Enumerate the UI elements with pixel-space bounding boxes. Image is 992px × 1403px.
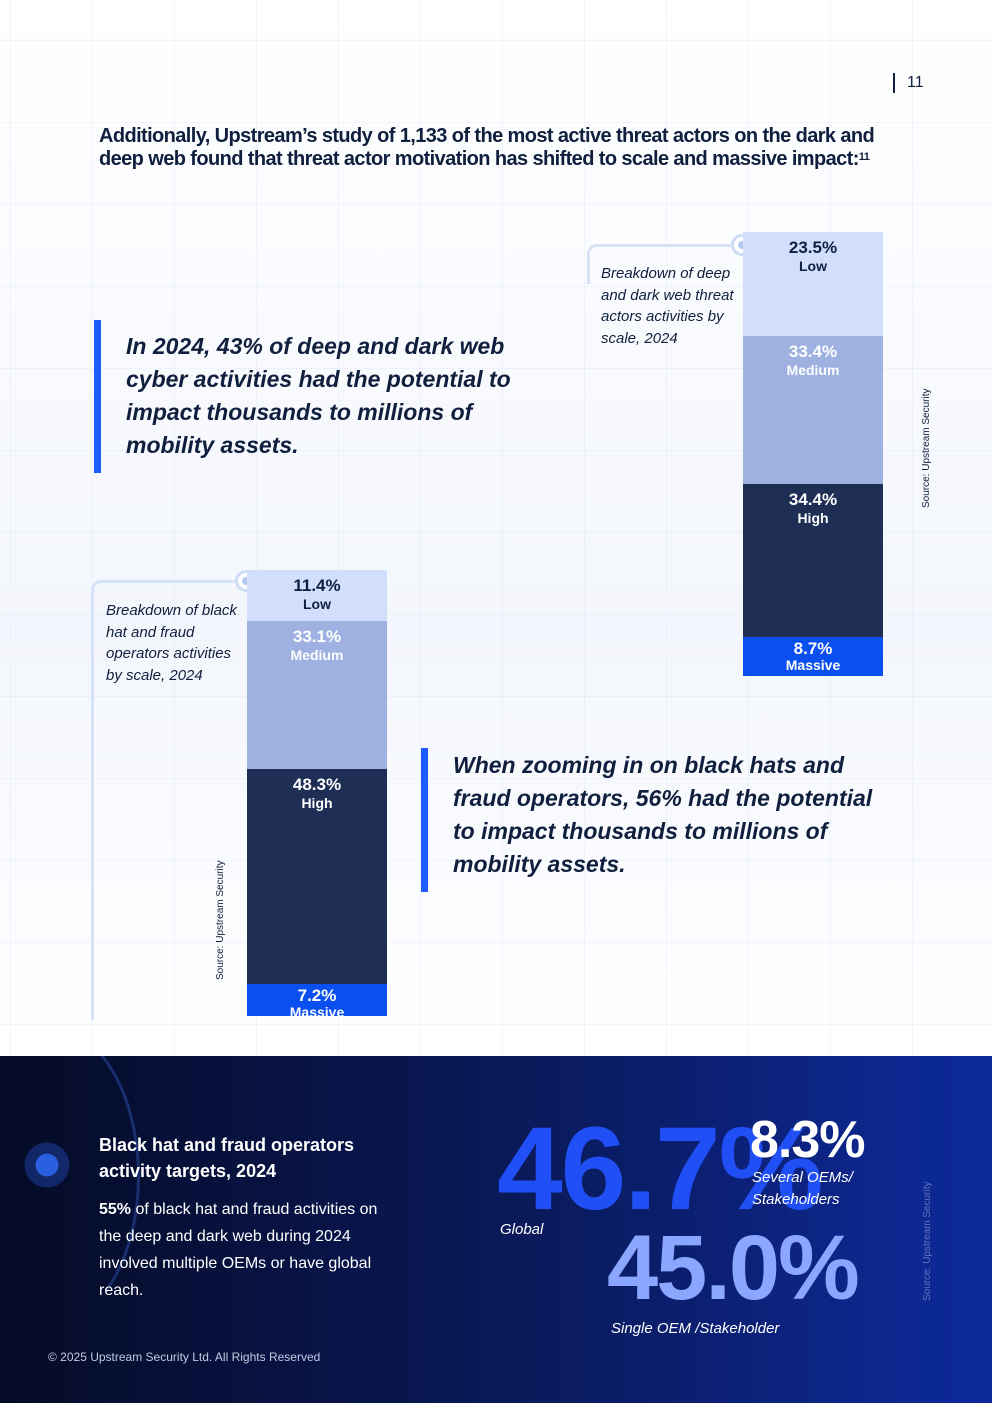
chart-caption-black-hat: Breakdown of black hat and fraud operato… [106,602,237,684]
bar-category-label: Massive [289,1004,345,1020]
decorative-curve [0,1056,140,1326]
bar-value-label: 11.4% [293,576,341,595]
bar-segment-high: 34.4% High [743,484,883,637]
bar-segment-medium: 33.4% Medium [743,336,883,484]
targets-description: 55% of black hat and fraud activities on… [99,1196,399,1304]
bar-category-label: Massive [785,657,841,673]
bar-value-label: 34.4% [788,490,838,509]
copyright: © 2025 Upstream Security Ltd. All Rights… [48,1350,321,1364]
targets-section: Black hat and fraud operators activity t… [0,1056,992,1403]
stat-several-value: 8.3% [750,1111,866,1169]
bar-segment-massive: 8.7% Massive [743,637,883,676]
chart-caption-deep-dark: Breakdown of deep and dark web threat ac… [601,265,734,347]
stat-several-label: Several OEMs/ Stakeholders [752,1169,853,1208]
stat-single-label: Single OEM /Stakeholder [611,1320,780,1337]
stat-global-value: 46.7% [497,1103,824,1235]
bar-value-label: 48.3% [292,775,342,794]
stat-single-value: 45.0% [607,1217,860,1319]
page-number-text: 11 [907,74,924,91]
bar-category-label: High [797,510,829,526]
quote-accent-bar [94,320,101,473]
bar-segment-low: 23.5% Low [743,232,883,336]
stacked-bar-deep-dark: 23.5% Low 33.4% Medium 34.4% High 8.7% Massive [743,232,883,676]
bar-category-label: Low [303,596,331,612]
stacked-bar-black-hat: 11.4% Low 33.1% Medium 48.3% High 7.2% Massive [247,570,387,1020]
bar-category-label: High [301,795,333,811]
bar-value-label: 33.4% [788,342,838,361]
quote-accent-bar [421,748,428,892]
bar-category-label: Medium [786,362,840,378]
targets-description-text: of black hat and fraud activities on the… [99,1201,378,1299]
chart-connector-line [91,580,246,1020]
bar-category-label: Low [799,258,827,274]
bar-segment-massive: 7.2% Massive [247,984,387,1020]
bar-segment-low: 11.4% Low [247,570,387,621]
quote-black-hat: When zooming in on black hats and fraud … [453,752,873,877]
bar-value-label: 23.5% [788,238,838,257]
intro-footnote: 11 [858,151,870,163]
page-number: 11 [893,72,924,94]
targets-highlight: 55% [99,1201,132,1218]
source-label-deep-dark: Source: Upstream Security [921,388,932,509]
bar-segment-high: 48.3% High [247,769,387,984]
bar-segment-medium: 33.1% Medium [247,621,387,769]
source-label-targets: Source: Upstream Security [922,1181,933,1302]
intro-paragraph: Additionally, Upstream’s study of 1,133 … [99,125,879,171]
bar-value-label: 8.7% [793,639,833,658]
chart-connector-line [587,244,742,284]
bar-category-label: Medium [290,647,344,663]
source-label-black-hat: Source: Upstream Security [215,860,226,981]
quote-deep-dark: In 2024, 43% of deep and dark web cyber … [126,333,511,458]
targets-title: Black hat and fraud operators activity t… [99,1135,355,1181]
decorative-dot-icon [21,1139,73,1191]
stat-global-label: Global [500,1221,544,1238]
page-number-divider [893,73,895,93]
bar-value-label: 33.1% [292,627,342,646]
bar-value-label: 7.2% [297,986,337,1005]
intro-text: Additionally, Upstream’s study of 1,133 … [99,125,875,170]
